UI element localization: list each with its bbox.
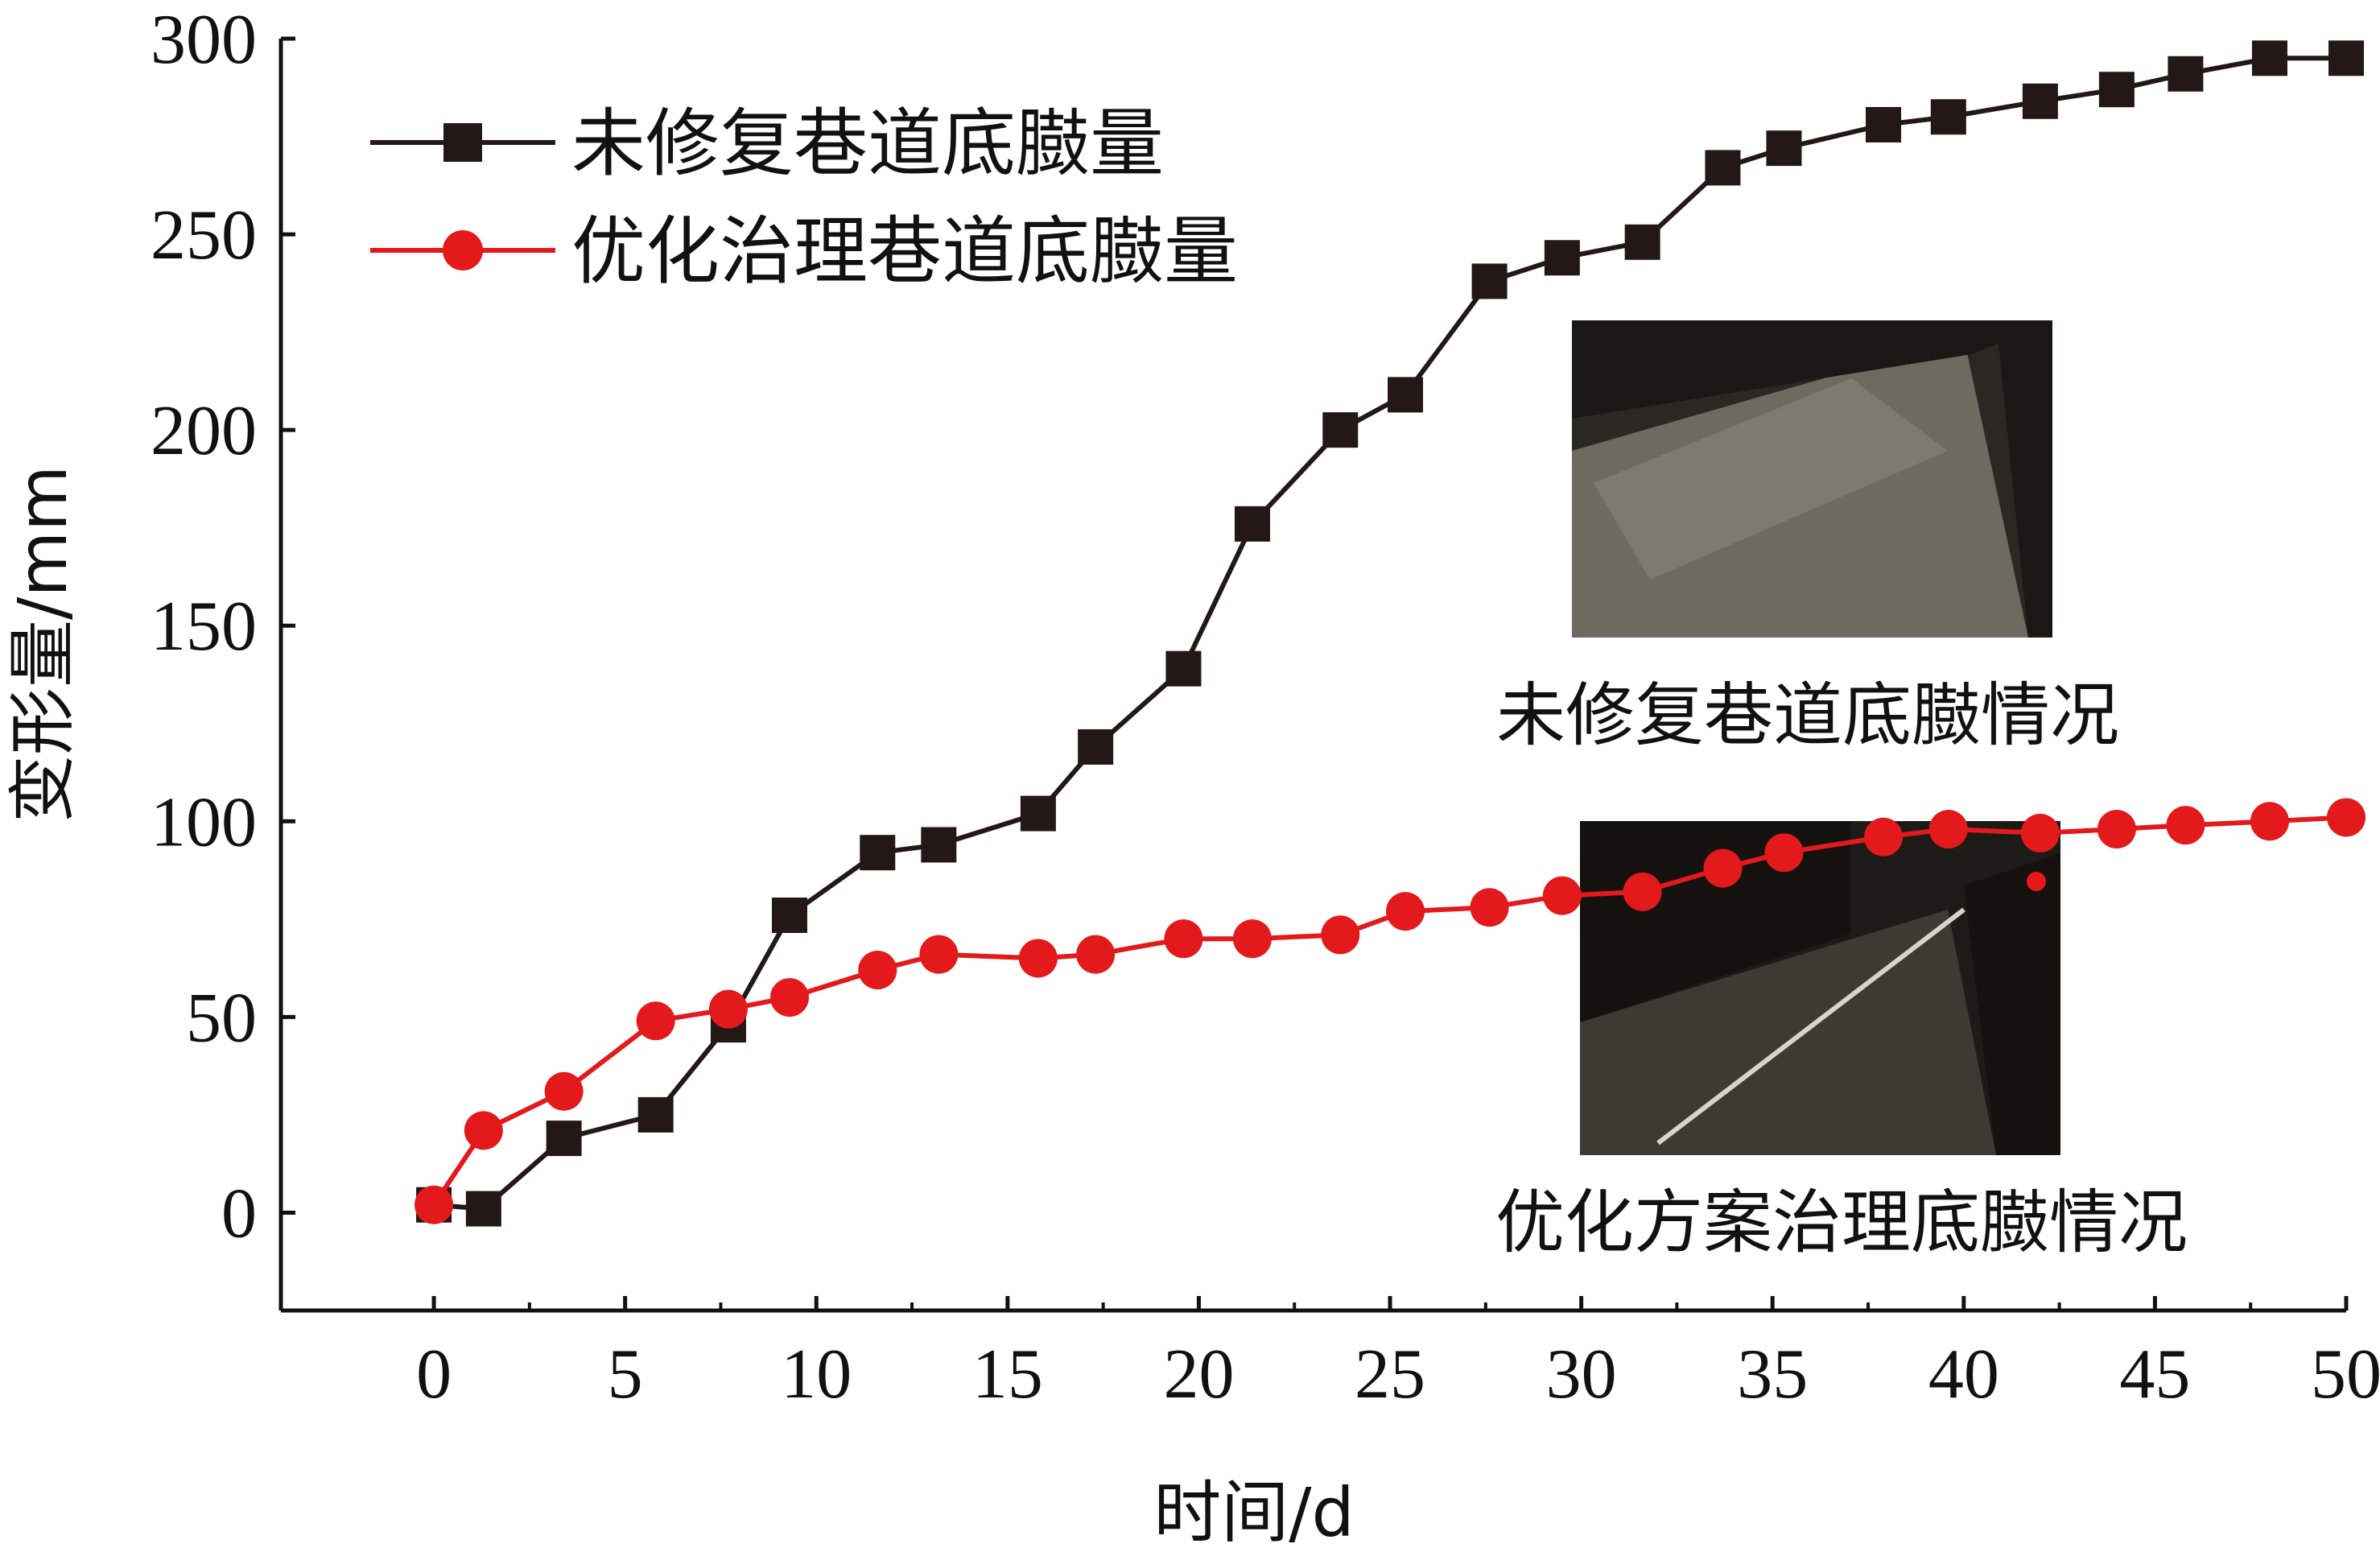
data-point — [1076, 935, 1116, 974]
x-ticks: 0 5 10 15 20 25 30 35 40 45 50 — [416, 1296, 2380, 1414]
data-point — [921, 827, 957, 863]
data-point — [1864, 817, 1904, 856]
series-layer — [415, 40, 2366, 1227]
data-point — [1018, 939, 1058, 978]
legend: 未修复巷道底臌量 优化治理巷道底臌量 — [370, 101, 1238, 295]
x-tick-label: 15 — [972, 1335, 1043, 1414]
data-point — [1766, 130, 1802, 167]
data-point — [1164, 919, 1203, 959]
x-tick-label: 25 — [1355, 1335, 1425, 1414]
data-point — [2251, 40, 2287, 76]
legend-item-optimized: 优化治理巷道底臌量 — [370, 208, 1238, 295]
data-point — [1703, 848, 1743, 888]
data-point — [1866, 106, 1902, 142]
y-tick-label: 200 — [151, 392, 257, 470]
y-tick-label: 250 — [151, 196, 257, 274]
data-point — [2327, 798, 2366, 837]
data-point — [464, 1111, 503, 1150]
data-point — [2166, 806, 2205, 845]
data-point — [546, 1121, 582, 1157]
data-point — [1470, 888, 1509, 927]
x-tick-label: 0 — [416, 1335, 452, 1414]
data-point — [1386, 892, 1425, 931]
legend-item-unrepaired: 未修复巷道底臌量 — [370, 101, 1164, 187]
data-point — [1234, 506, 1270, 542]
data-point — [769, 978, 809, 1017]
y-tick-label: 0 — [221, 1174, 257, 1253]
data-point — [1928, 810, 1968, 849]
x-tick-label: 50 — [2311, 1335, 2380, 1414]
data-point — [1321, 915, 1360, 955]
data-point — [1764, 833, 1804, 873]
data-point — [771, 897, 807, 933]
data-point — [2022, 83, 2058, 119]
x-tick-label: 30 — [1546, 1335, 1617, 1414]
x-tick-label: 40 — [1928, 1335, 1999, 1414]
data-point — [2328, 40, 2364, 76]
data-point — [1623, 872, 1662, 911]
data-point — [637, 1096, 674, 1133]
data-point — [636, 1001, 675, 1041]
y-tick-label: 50 — [186, 979, 257, 1057]
x-tick-label: 5 — [608, 1335, 643, 1414]
y-tick-label: 150 — [151, 588, 257, 666]
x-tick-label: 10 — [781, 1335, 852, 1414]
data-point — [1705, 150, 1741, 186]
y-tick-label: 100 — [151, 783, 257, 861]
data-point — [1542, 876, 1582, 915]
data-point — [2020, 813, 2060, 852]
data-point — [1471, 263, 1508, 299]
data-point — [2250, 802, 2289, 841]
data-point — [1624, 224, 1660, 260]
data-point — [1930, 99, 1966, 135]
legend-label-optimized: 优化治理巷道底臌量 — [571, 208, 1238, 295]
data-point — [1232, 919, 1272, 959]
legend-label-unrepaired: 未修复巷道底臌量 — [571, 101, 1164, 187]
data-point — [1322, 412, 1359, 448]
data-point — [1544, 240, 1580, 276]
photo-unrepaired-roadway — [1572, 320, 2052, 638]
data-point — [544, 1071, 584, 1111]
y-axis-title: 变形量/mm — [3, 465, 82, 823]
y-tick-label: 300 — [151, 1, 257, 79]
data-point — [2168, 56, 2204, 92]
data-point — [1020, 795, 1056, 832]
photo-optimized-treatment — [1580, 821, 2060, 1155]
series-optimized — [415, 798, 2366, 1224]
data-point — [1388, 377, 1424, 413]
data-point — [465, 1191, 501, 1227]
caption-optimized: 优化方案治理底臌情况 — [1495, 1183, 2188, 1263]
y-ticks: 0 50 100 150 200 250 300 — [151, 1, 295, 1253]
data-point — [860, 835, 896, 871]
data-point — [415, 1185, 454, 1224]
x-axis-title: 时间/d — [1153, 1473, 1355, 1552]
caption-unrepaired: 未修复巷道底臌情况 — [1496, 675, 2119, 756]
data-point — [2098, 72, 2135, 108]
data-point — [2097, 810, 2136, 849]
data-point — [919, 935, 959, 974]
x-tick-label: 35 — [1737, 1335, 1808, 1414]
x-tick-label: 45 — [2119, 1335, 2190, 1414]
data-point — [858, 951, 897, 990]
data-point — [708, 989, 748, 1029]
data-point — [1165, 650, 1202, 687]
data-point — [1078, 729, 1114, 765]
x-tick-label: 20 — [1163, 1335, 1234, 1414]
